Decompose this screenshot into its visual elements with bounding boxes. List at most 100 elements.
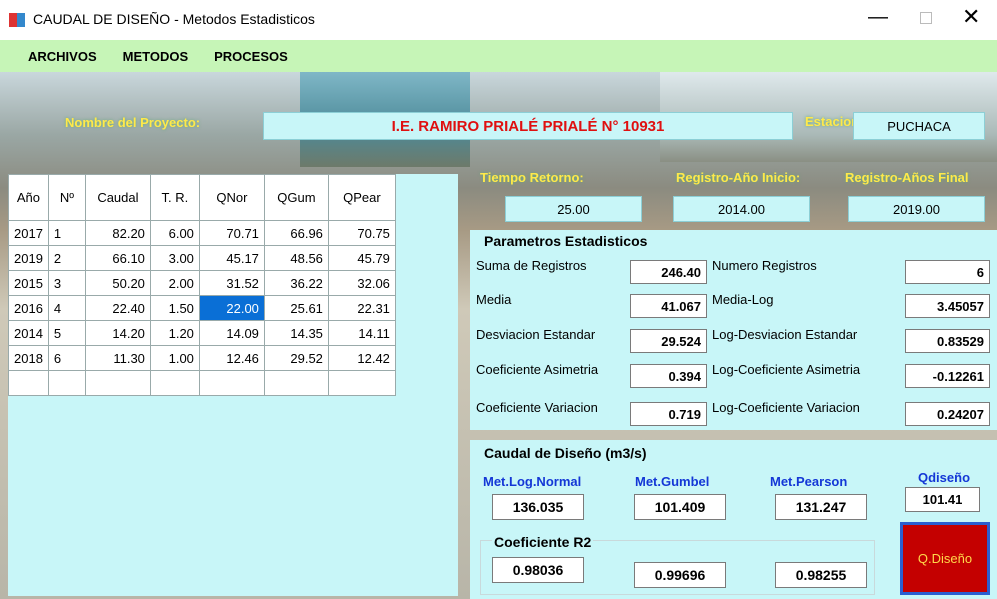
table-cell[interactable]: 2018 [8, 345, 49, 371]
qdesign-button[interactable]: Q.Diseño [900, 522, 990, 595]
input-box[interactable]: 25.00 [505, 196, 642, 222]
table-cell[interactable]: 2019 [8, 245, 49, 271]
table-cell[interactable]: 1 [47, 220, 86, 246]
param-label: Media [476, 292, 512, 307]
table-cell[interactable]: 2015 [8, 270, 49, 296]
window-title: CAUDAL DE DISEÑO - Metodos Estadisticos [33, 11, 315, 27]
table-cell[interactable]: 66.10 [84, 245, 151, 271]
input-box[interactable]: 2019.00 [848, 196, 985, 222]
method-value[interactable]: 136.035 [492, 494, 584, 520]
method-value[interactable]: 101.409 [634, 494, 726, 520]
table-cell[interactable]: 36.22 [263, 270, 329, 296]
table-cell[interactable]: 70.75 [327, 220, 396, 246]
table-cell[interactable]: 1.00 [149, 345, 200, 371]
param-value[interactable]: 246.40 [630, 260, 707, 284]
table-cell[interactable]: 70.71 [198, 220, 265, 246]
table-cell[interactable]: 1.20 [149, 320, 200, 346]
param-label: Numero Registros [712, 258, 817, 273]
empty-cell[interactable] [47, 370, 86, 396]
table-cell[interactable]: 5 [47, 320, 86, 346]
table-cell[interactable]: 12.42 [327, 345, 396, 371]
table-cell[interactable]: 48.56 [263, 245, 329, 271]
table-cell[interactable]: 6.00 [149, 220, 200, 246]
menu-item[interactable]: PROCESOS [214, 48, 288, 64]
table-cell[interactable]: 6 [47, 345, 86, 371]
table-cell[interactable]: 12.46 [198, 345, 265, 371]
table-cell[interactable]: 14.09 [198, 320, 265, 346]
table-cell[interactable]: 4 [47, 295, 86, 321]
empty-row [8, 370, 396, 396]
section-title: Parametros Estadisticos [484, 233, 648, 249]
table-cell[interactable]: 2014 [8, 320, 49, 346]
empty-cell[interactable] [84, 370, 151, 396]
table-cell[interactable]: 3 [47, 270, 86, 296]
qdesign-value[interactable]: 101.41 [905, 487, 980, 512]
project-input[interactable]: I.E. RAMIRO PRIALÉ PRIALÉ N° 10931 [263, 112, 793, 140]
table-cell[interactable]: 14.20 [84, 320, 151, 346]
table-cell[interactable]: 2017 [8, 220, 49, 246]
param-label: Log-Coeficiente Variacion [712, 400, 860, 415]
param-value[interactable]: 0.24207 [905, 402, 990, 426]
table-cell[interactable]: 2 [47, 245, 86, 271]
table-panel: Año Nº Caudal T. R. QNor QGum QPear 2017 1 82.20 6… [8, 174, 458, 596]
table-cell[interactable]: 1.50 [149, 295, 200, 321]
app-icon [9, 13, 25, 27]
param-value[interactable]: -0.12261 [905, 364, 990, 388]
table-cell[interactable]: 14.35 [263, 320, 329, 346]
r2-value[interactable]: 0.98255 [775, 562, 867, 588]
data-table: Año Nº Caudal T. R. QNor QGum QPear 2017 1 82.20 6… [8, 174, 396, 396]
table-cell[interactable]: 82.20 [84, 220, 151, 246]
params-panel: Parametros Estadisticos Suma de Registros… [470, 230, 997, 430]
param-value[interactable]: 41.067 [630, 294, 707, 318]
close[interactable]: ✕ [962, 4, 981, 29]
param-label: Desviacion Estandar [476, 327, 596, 342]
table-cell[interactable]: 11.30 [84, 345, 151, 371]
empty-cell[interactable] [263, 370, 329, 396]
r2-frame [480, 540, 875, 595]
design-panel: Caudal de Diseño (m3/s) Met.Log.Normal 136… [470, 440, 997, 599]
input-box[interactable]: 2014.00 [673, 196, 810, 222]
r2-value[interactable]: 0.98036 [492, 557, 584, 583]
table-row: 2014 5 14.20 1.20 14.09 14.35 14.11 [8, 320, 396, 346]
maximize[interactable] [920, 12, 932, 24]
selected-cell[interactable]: 22.00 [198, 295, 265, 321]
menu-item[interactable]: ARCHIVOS [28, 48, 97, 64]
table-cell[interactable]: 3.00 [149, 245, 200, 271]
table-cell[interactable]: 45.79 [327, 245, 396, 271]
table-cell[interactable]: 2016 [8, 295, 49, 321]
table-row: 2016 4 22.40 1.50 22.00 25.61 22.31 [8, 295, 396, 321]
param-value[interactable]: 0.719 [630, 402, 707, 426]
menu-item[interactable]: METODOS [122, 48, 189, 64]
param-label: Coeficiente Variacion [476, 400, 598, 415]
empty-cell[interactable] [198, 370, 265, 396]
table-cell[interactable]: 29.52 [263, 345, 329, 371]
minimize[interactable]: — [868, 6, 888, 28]
param-value[interactable]: 3.45057 [905, 294, 990, 318]
station-input[interactable]: PUCHACA [853, 112, 985, 140]
table-cell[interactable]: 22.40 [84, 295, 151, 321]
table-cell[interactable]: 32.06 [327, 270, 396, 296]
table-cell[interactable]: 45.17 [198, 245, 265, 271]
r2-value[interactable]: 0.99696 [634, 562, 726, 588]
empty-cell[interactable] [149, 370, 200, 396]
table-cell[interactable]: 22.31 [327, 295, 396, 321]
param-value[interactable]: 6 [905, 260, 990, 284]
empty-cell[interactable] [327, 370, 396, 396]
column-header: Año [8, 174, 49, 221]
header-row: Año Nº Caudal T. R. QNor QGum QPear [8, 174, 396, 221]
table-cell[interactable]: 50.20 [84, 270, 151, 296]
table-cell[interactable]: 14.11 [327, 320, 396, 346]
menu-bar: ARCHIVOS METODOS PROCESOS [0, 40, 997, 72]
param-value[interactable]: 29.524 [630, 329, 707, 353]
station-label: Estacion: [805, 114, 864, 129]
param-value[interactable]: 0.394 [630, 364, 707, 388]
input-label: Tiempo Retorno: [480, 170, 584, 185]
table-cell[interactable]: 2.00 [149, 270, 200, 296]
table-cell[interactable]: 25.61 [263, 295, 329, 321]
table-cell[interactable]: 31.52 [198, 270, 265, 296]
table-cell[interactable]: 66.96 [263, 220, 329, 246]
method-value[interactable]: 131.247 [775, 494, 867, 520]
empty-cell[interactable] [8, 370, 49, 396]
table-row: 2015 3 50.20 2.00 31.52 36.22 32.06 [8, 270, 396, 296]
param-value[interactable]: 0.83529 [905, 329, 990, 353]
